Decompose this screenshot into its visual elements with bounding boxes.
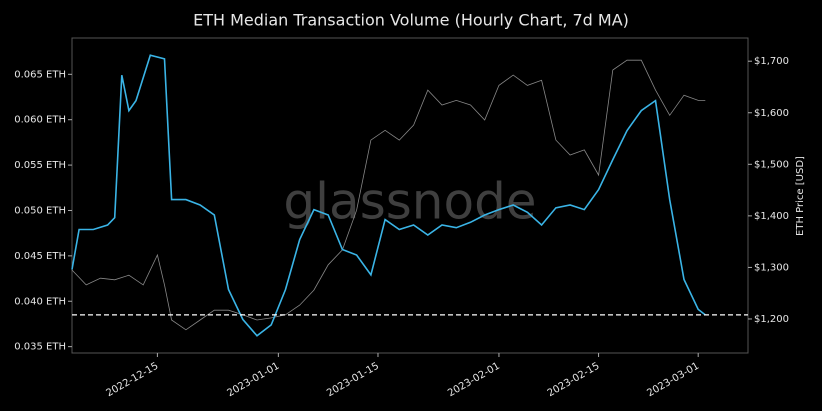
y2-tick-label: $1,700	[754, 56, 789, 67]
y-tick-label: 0.065 ETH	[14, 69, 66, 80]
x-tick-label: 2023-03-01	[645, 361, 701, 400]
y-tick-label: 0.055 ETH	[14, 160, 66, 171]
y-tick-label: 0.045 ETH	[14, 251, 66, 262]
y2-tick-label: $1,200	[754, 314, 789, 325]
series-line	[71, 59, 706, 331]
watermark: glassnode	[283, 173, 536, 231]
x-tick-label: 2023-02-15	[546, 361, 602, 400]
y2-tick-label: $1,600	[754, 108, 789, 119]
y-tick-label: 0.060 ETH	[14, 115, 66, 126]
y2-tick-label: $1,400	[754, 211, 789, 222]
y2-tick-label: $1,300	[754, 262, 789, 273]
series-line	[71, 54, 706, 337]
y-tick-label: 0.040 ETH	[14, 296, 66, 307]
chart-title: ETH Median Transaction Volume (Hourly Ch…	[193, 11, 629, 30]
y2-tick-label: $1,500	[754, 159, 789, 170]
y-tick-label: 0.050 ETH	[14, 205, 66, 216]
x-tick-label: 2022-12-15	[105, 361, 161, 400]
plot-frame	[71, 37, 749, 354]
y2-axis-label: ETH Price [USD]	[795, 156, 806, 236]
x-tick-label: 2023-01-15	[325, 361, 381, 400]
y-tick-label: 0.035 ETH	[14, 342, 66, 353]
x-tick-label: 2023-02-01	[446, 361, 502, 400]
x-tick-label: 2023-01-01	[226, 361, 282, 400]
